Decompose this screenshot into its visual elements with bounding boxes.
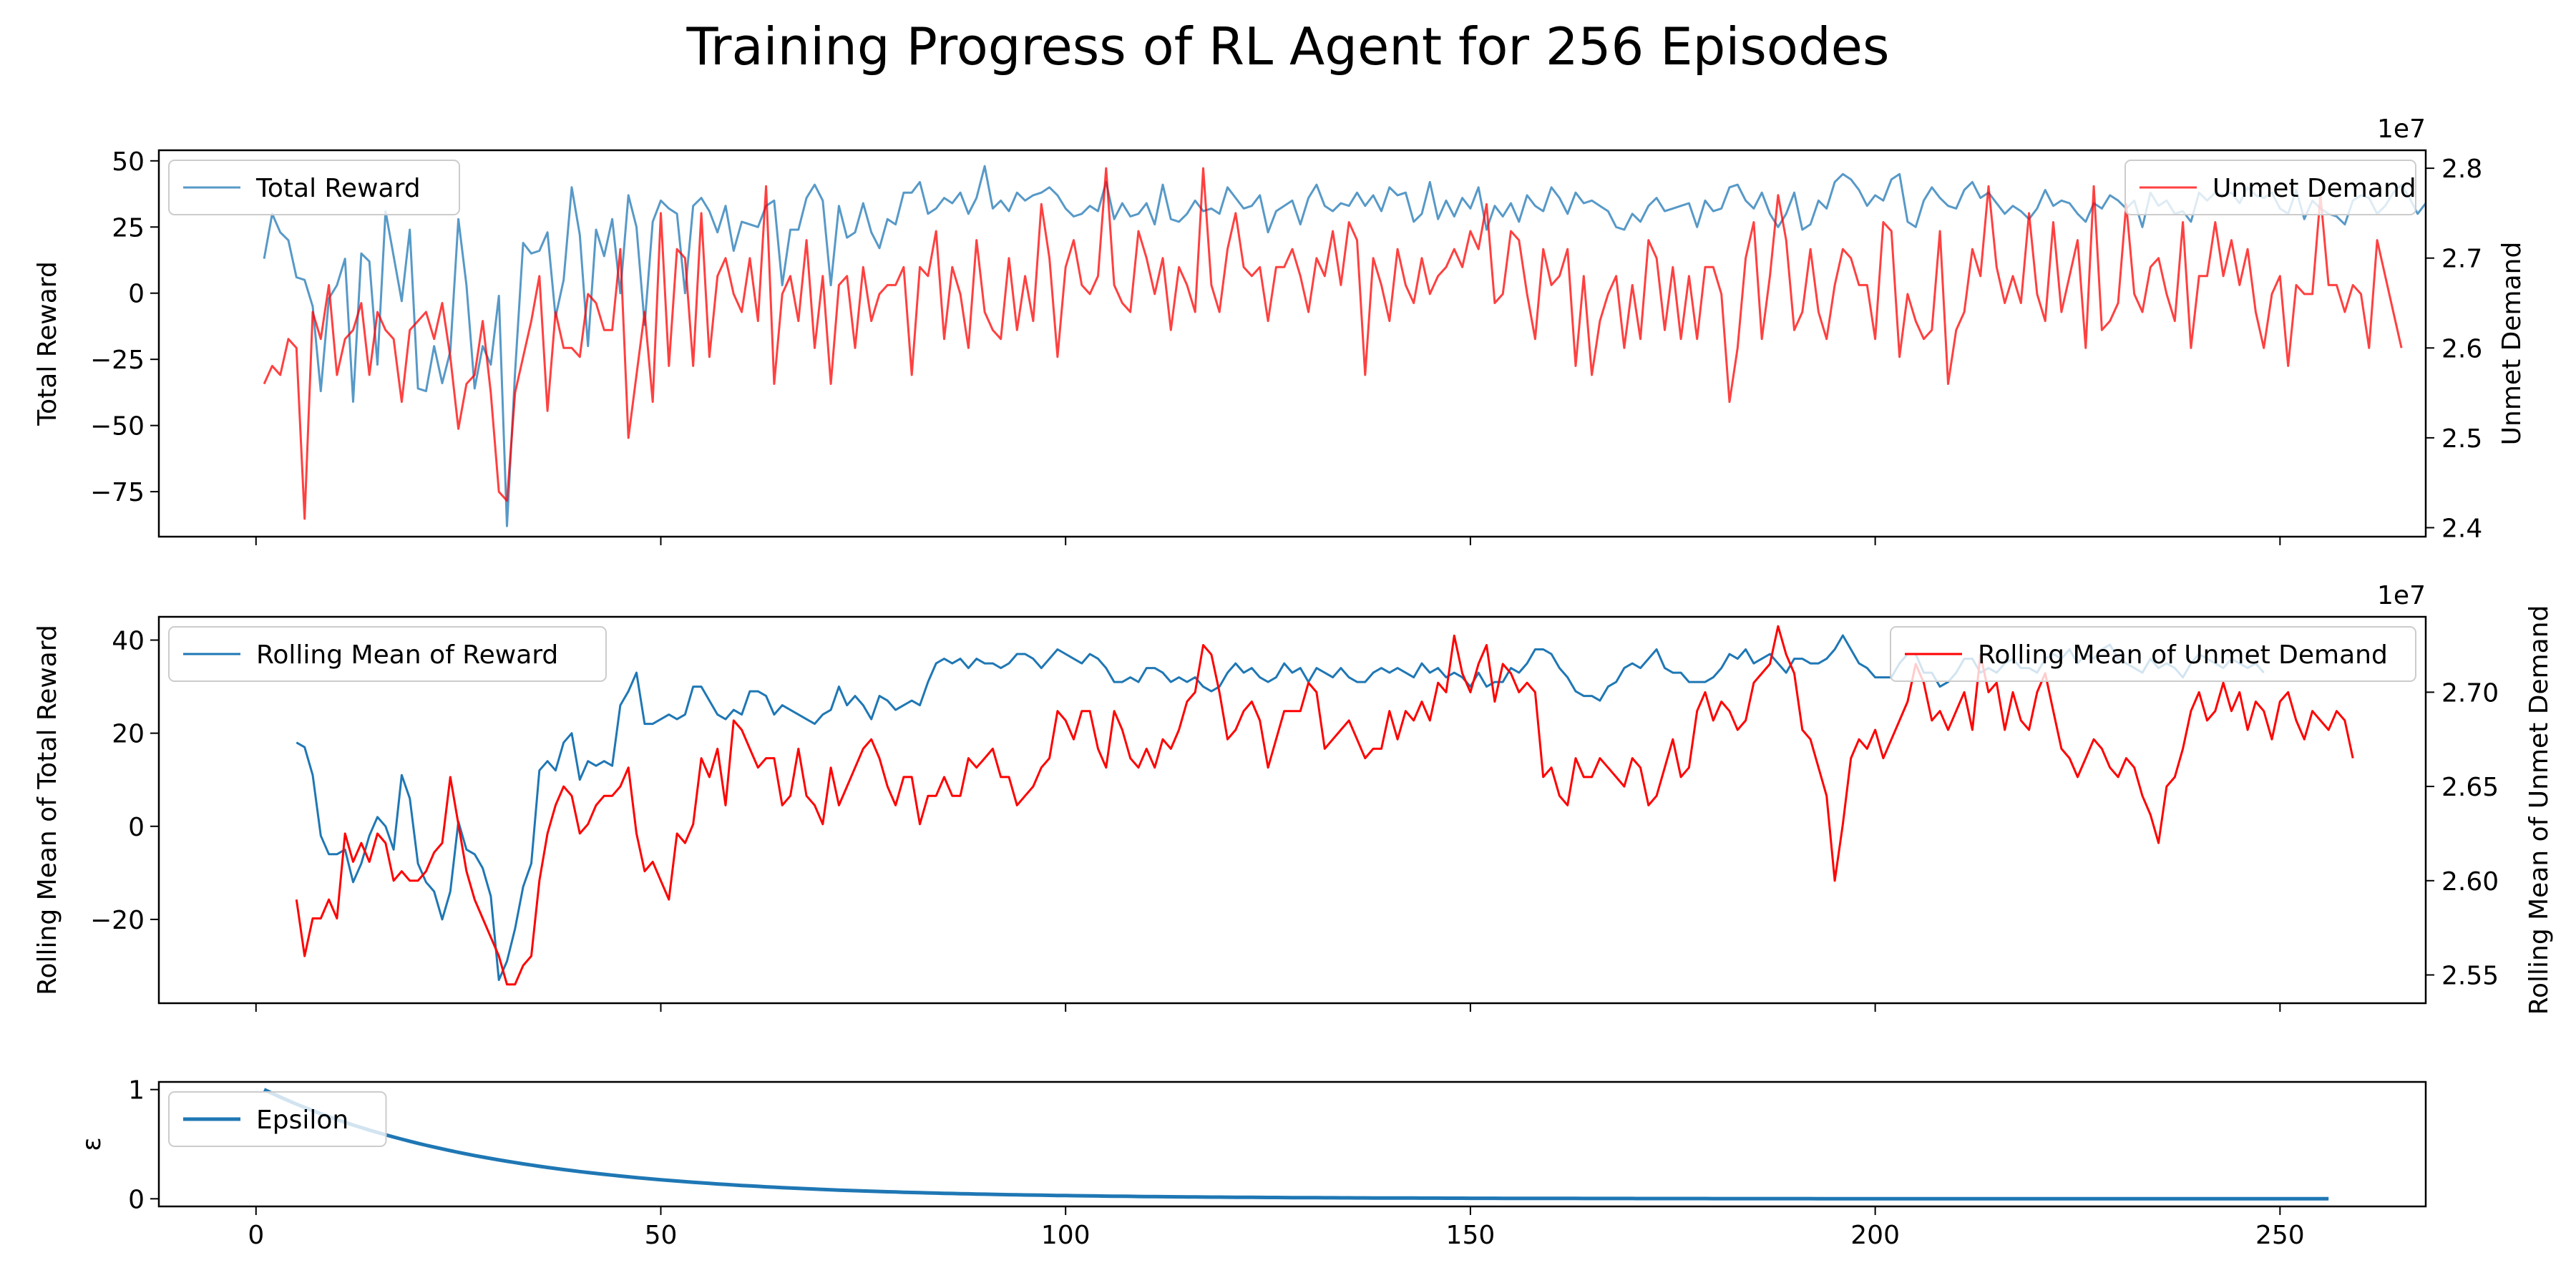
panel1-series-line-0 [263,165,2426,527]
panel3-x-tick-label-5: 250 [2255,1221,2305,1250]
panel1-legend-0: Total Reward [168,160,460,215]
panel2-left-tick-label-1: 0 [128,813,145,842]
panel1-axes-frame [157,149,2427,538]
panel3-series-line-0 [263,1088,2329,1201]
panel3-left-axis-label: ε [77,1137,107,1151]
panel1-left-tick-label-0: −75 [90,478,145,507]
panel2-chart: −20 0 20 40 Rolling Mean of Total Reward 2.55… [33,581,2554,1015]
panel2-legend-1: Rolling Mean of Unmet Demand [1890,626,2416,682]
panel2-legend-0: Rolling Mean of Reward [168,626,607,682]
panel2-legend-box-1 [1890,626,2416,682]
panel3-left-tick-label-0: 0 [128,1185,145,1214]
panel2-legend-box-0 [168,626,607,682]
panel2-series-line-1 [295,625,2354,986]
panel3-x-tick-label-2: 100 [1041,1221,1091,1250]
panel2-right-axis-label: Rolling Mean of Unmet Demand [2524,605,2554,1015]
panel2-right-offset-text: 1e7 [2377,581,2426,610]
panel1-legend-label-1: Unmet Demand [2212,174,2416,203]
panel1-right-offset-text: 1e7 [2377,114,2426,144]
panel1-left-tick-label-1: −50 [90,412,145,441]
panel3-chart: 0 50 100 150 200 250 0 1 ε Epsilon [77,1076,2427,1250]
panel2-legend-label-0: Rolling Mean of Reward [256,640,558,670]
panel1-right-tick-label-0: 2.4 [2441,514,2482,543]
panel3-x-tick-label-4: 200 [1850,1221,1900,1250]
panel1-right-tick-label-2: 2.6 [2441,334,2482,364]
chart-panels: −75 −50 −25 0 25 50 Total Reward 2.4 2.5 2.6 2.7 2.… [33,114,2554,1250]
panel2-right-tick-label-3: 2.70 [2441,678,2499,708]
panel3-axes-frame [157,1080,2427,1208]
panel2-right-tick-label-1: 2.60 [2441,867,2499,897]
figure-title: Training Progress of RL Agent for 256 Ep… [686,16,1890,77]
panel1-series-line-1 [263,167,2403,520]
panel1-right-tick-label-3: 2.7 [2441,245,2482,274]
panel1-right-tick-label-1: 2.5 [2441,424,2482,454]
panel2-axes-frame [157,615,2427,1005]
panel3-left-tick-label-1: 1 [128,1076,145,1106]
panel2-left-axis-label: Rolling Mean of Total Reward [33,625,62,995]
panel1-legend-1: Unmet Demand [2124,160,2416,215]
panel1-legend-box-0 [168,160,460,215]
panel3-legend-label-0: Epsilon [256,1106,348,1135]
panel1-legend-box-1 [2124,160,2416,215]
panel1-left-tick-label-4: 25 [112,213,145,243]
panel1-left-tick-label-5: 50 [112,147,145,177]
panel3-x-tick-label-1: 50 [645,1221,678,1250]
panel2-left-tick-label-3: 40 [112,627,145,656]
panel2-left-tick-label-2: 20 [112,720,145,749]
panel3-x-tick-label-0: 0 [248,1221,264,1250]
panel2-right-tick-label-2: 2.65 [2441,773,2499,802]
panel1-right-tick-label-4: 2.8 [2441,155,2482,184]
panel3-legend-0: Epsilon [168,1091,387,1147]
panel1-right-axis-label: Unmet Demand [2497,242,2527,446]
panel2-right-tick-label-0: 2.55 [2441,961,2499,990]
panel1-chart: −75 −50 −25 0 25 50 Total Reward 2.4 2.5 2.6 2.7 2.… [33,114,2527,545]
panel3-legend-box-0 [168,1091,387,1147]
panel2-left-tick-label-0: −20 [90,906,145,935]
panel3-x-tick-label-3: 150 [1446,1221,1496,1250]
panel1-left-axis-label: Total Reward [33,261,62,426]
panel1-legend-label-0: Total Reward [255,174,421,203]
panel1-left-tick-label-3: 0 [128,280,145,309]
panel1-left-tick-label-2: −25 [90,346,145,375]
panel2-legend-label-1: Rolling Mean of Unmet Demand [1978,640,2388,670]
